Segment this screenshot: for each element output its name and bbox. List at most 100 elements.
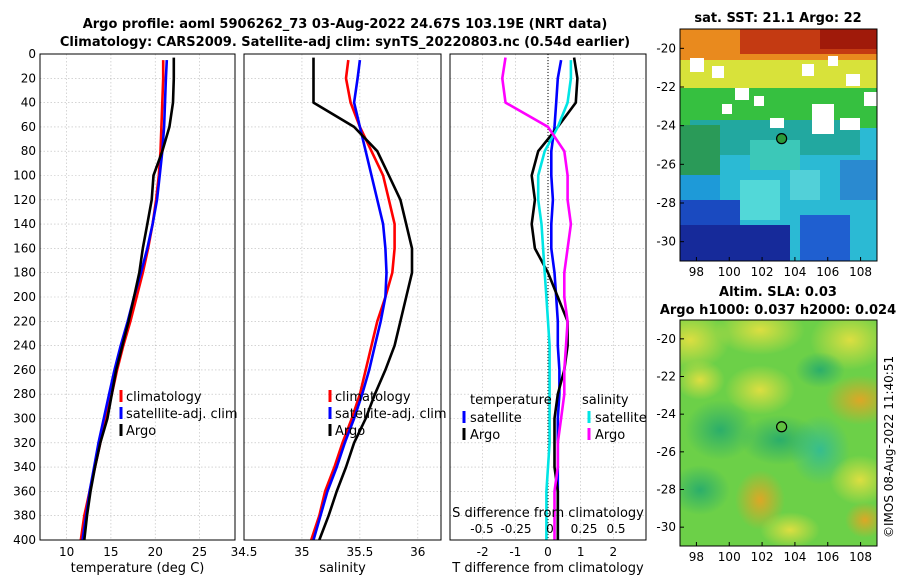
y-tick-label: 140 [13,217,36,231]
map-y-tick-label: -28 [656,196,676,210]
map-y-tick-label: -22 [656,80,676,94]
y-tick-label: 380 [13,509,36,523]
plot-frame [449,53,647,541]
legend-label: climatology [126,390,202,405]
x-tick-label: 10 [59,545,74,559]
series-line-climatology [309,59,396,541]
x-tick-label: 0 [544,545,552,559]
sla-map-panel: Altim. SLA: 0.03 Argo h1000: 0.037 h2000… [656,285,896,564]
difference-panel: -2 -1 0 1 2 T difference from climatology temp… [449,53,647,576]
map-y-tick-label: -20 [656,41,676,55]
y-tick-label: 20 [21,71,36,85]
x-tick-label: 34.5 [231,545,258,559]
sst-map-field [680,29,877,261]
map-x-tick-label: 106 [816,550,839,564]
s-difference-label: S difference from climatology [452,506,644,521]
x-tick-label: 2 [610,545,618,559]
map-x-tick-label: 102 [751,550,774,564]
x-tick-label: -1 [509,545,521,559]
map-y-tick-label: -24 [656,119,676,133]
y-tick-label: 260 [13,363,36,377]
y-tick-label: 0 [28,47,36,61]
y-tick-label: 320 [13,436,36,450]
y-tick-label: 120 [13,193,36,207]
y-tick-label: 40 [21,96,36,110]
sla-map-title-line2: Argo h1000: 0.037 h2000: 0.024 [660,303,896,318]
legend-label: Argo [595,428,625,443]
x-tick-label: -2 [477,545,489,559]
plot-frame [243,53,442,541]
argo-location-marker-sst [776,133,788,145]
map-y-tick-label: -26 [656,445,676,459]
sla-map-axes: 98 100 102 104 106 108 -20 -22 -24 -26 -28 -30 [656,332,872,564]
s-tick-label: 0 [546,522,554,536]
series-line-argo [83,57,176,541]
s-tick-label: 0.25 [571,522,598,536]
series-line-argo [312,57,414,541]
y-tick-label: 340 [13,460,36,474]
sla-map-frame [679,319,878,547]
profile-title-line1: Argo profile: aoml 5906262_73 03-Aug-202… [83,17,608,32]
x-tick-label: 25 [192,545,207,559]
legend-label: satellite [470,411,522,426]
legend-label: satellite-adj. clim [335,407,447,422]
y-tick-label: 180 [13,266,36,280]
map-y-tick-label: -28 [656,483,676,497]
map-x-tick-label: 102 [751,265,774,279]
imos-watermark: ©IMOS 08-Aug-2022 11:40:51 [882,356,896,538]
map-y-tick-label: -22 [656,370,676,384]
x-tick-label: 35 [294,545,309,559]
y-tick-label: 100 [13,169,36,183]
profile-title-line2: Climatology: CARS2009. Satellite-adj cli… [60,35,630,50]
y-tick-label: 220 [13,314,36,328]
y-tick-label: 80 [21,144,36,158]
x-tick-label: 36 [410,545,425,559]
legend-title-salinity: salinity [582,393,629,408]
map-x-tick-label: 108 [849,550,872,564]
legend-label: satellite-adj. clim [126,407,238,422]
series-line-salinity-argo [500,57,573,540]
map-x-tick-label: 98 [689,265,704,279]
sst-map-frame [679,28,878,262]
legend-label: satellite [595,411,647,426]
x-tick-label: 1 [577,545,585,559]
plot-frame [39,53,236,541]
map-y-tick-label: -30 [656,520,676,534]
argo-location-marker-sla [776,421,788,433]
x-tick-label: 35.5 [347,545,374,559]
sla-map-title-line1: Altim. SLA: 0.03 [719,285,837,300]
sst-map-title: sat. SST: 21.1 Argo: 22 [694,11,861,26]
legend-title-temperature: temperature [470,393,552,408]
map-y-tick-label: -20 [656,332,676,346]
legend-label: Argo [335,424,365,439]
map-x-tick-label: 100 [718,265,741,279]
y-tick-label: 240 [13,339,36,353]
legend-label: climatology [335,390,411,405]
y-tick-label: 360 [13,484,36,498]
s-tick-label: -0.5 [470,522,493,536]
x-axis-label: T difference from climatology [451,561,644,576]
x-tick-label: 15 [103,545,118,559]
series-line-temperature-argo [530,57,579,540]
y-tick-label: 200 [13,290,36,304]
map-x-tick-label: 100 [718,550,741,564]
legend-label: Argo [126,424,156,439]
y-tick-label: 160 [13,241,36,255]
y-tick-label: 280 [13,387,36,401]
s-tick-label: -0.25 [500,522,531,536]
temperature-panel: 0 20 40 60 80 100 120 140 160 180 200 220 240 260 280 3… [13,47,238,576]
map-x-tick-label: 98 [689,550,704,564]
salinity-panel: 34.5 35 35.5 36 salinity climatology satellite… [231,53,447,576]
sla-map-field [680,320,877,546]
map-y-tick-label: -24 [656,407,676,421]
series-line-satellite-adj-clim [312,59,388,541]
s-tick-label: 0.5 [606,522,625,536]
y-tick-label: 300 [13,412,36,426]
legend-label: Argo [470,428,500,443]
map-x-tick-label: 104 [783,265,806,279]
map-x-tick-label: 106 [816,265,839,279]
x-tick-label: 20 [148,545,163,559]
x-axis-label: temperature (deg C) [71,561,205,576]
map-y-tick-label: -30 [656,235,676,249]
